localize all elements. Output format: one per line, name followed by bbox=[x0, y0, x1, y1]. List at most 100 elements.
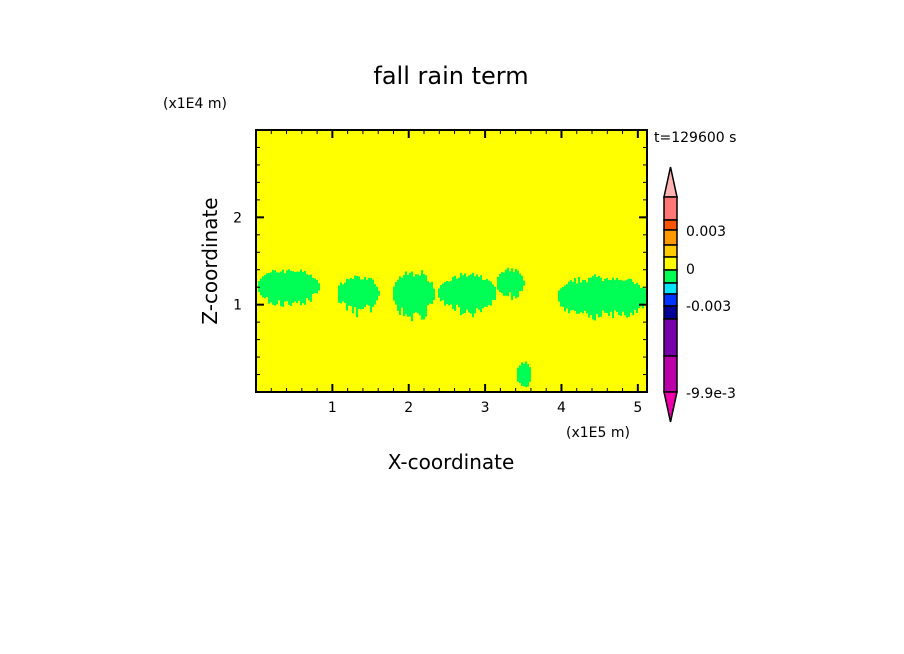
region-column bbox=[310, 274, 312, 302]
region-column bbox=[350, 277, 352, 307]
region-column bbox=[574, 278, 576, 311]
region-column bbox=[262, 276, 264, 298]
region-column bbox=[266, 273, 268, 298]
region-column bbox=[270, 272, 272, 303]
region-column bbox=[276, 272, 278, 305]
region-column bbox=[466, 276, 468, 310]
region-column bbox=[308, 275, 310, 301]
region-column bbox=[374, 284, 376, 305]
region-column bbox=[509, 271, 511, 293]
region-column bbox=[403, 275, 405, 317]
region-column bbox=[614, 280, 616, 311]
colorbar-level bbox=[663, 269, 678, 284]
colorbar-tick-label: 0 bbox=[686, 262, 695, 278]
colorbar-over-triangle bbox=[663, 166, 678, 198]
region-column bbox=[415, 274, 417, 313]
region-column bbox=[490, 281, 492, 306]
region-column bbox=[616, 277, 618, 312]
region-column bbox=[634, 284, 636, 310]
region-column bbox=[300, 269, 302, 306]
region-column bbox=[346, 278, 348, 311]
region-3 bbox=[438, 272, 496, 318]
region-column bbox=[620, 279, 622, 316]
region-column bbox=[492, 284, 494, 300]
region-column bbox=[429, 282, 431, 304]
region-column bbox=[368, 277, 370, 306]
region-column bbox=[592, 275, 594, 320]
region-column bbox=[507, 267, 509, 297]
colorbar-tick-label: 0.003 bbox=[686, 224, 726, 240]
region-column bbox=[298, 271, 300, 301]
region-column bbox=[464, 273, 466, 314]
colorbar-tick-label: -0.003 bbox=[686, 299, 731, 315]
region-column bbox=[517, 270, 519, 298]
region-column bbox=[294, 272, 296, 302]
region-column bbox=[562, 287, 564, 307]
region-column bbox=[476, 274, 478, 309]
region-column bbox=[564, 285, 566, 312]
region-column bbox=[484, 279, 486, 307]
y-axis-label: Z-coordinate bbox=[198, 197, 222, 324]
x-tick-label: 1 bbox=[328, 400, 337, 416]
region-column bbox=[497, 277, 499, 290]
region-column bbox=[296, 271, 298, 303]
region-column bbox=[348, 279, 350, 306]
region-column bbox=[274, 270, 276, 306]
region-column bbox=[282, 269, 284, 307]
region-column bbox=[427, 281, 429, 306]
axis-ticks: 1 2 3 4 5 1 2 bbox=[233, 130, 647, 416]
region-column bbox=[482, 280, 484, 309]
region-column bbox=[419, 275, 421, 316]
region-column bbox=[446, 280, 448, 305]
region-column bbox=[292, 271, 294, 303]
region-column bbox=[316, 279, 318, 294]
region-column bbox=[280, 271, 282, 307]
region-column bbox=[284, 273, 286, 302]
colorbar-level bbox=[663, 318, 678, 357]
region-column bbox=[610, 280, 612, 312]
region-column bbox=[340, 282, 342, 304]
region-column bbox=[628, 278, 630, 317]
region-column bbox=[576, 283, 578, 314]
y-tick-label: 2 bbox=[233, 210, 242, 226]
colorbar-level bbox=[663, 244, 678, 258]
region-column bbox=[431, 281, 433, 304]
region-5 bbox=[558, 274, 648, 321]
plot-area bbox=[255, 129, 648, 393]
region-column bbox=[570, 280, 572, 311]
region-column bbox=[393, 286, 395, 301]
region-column bbox=[501, 272, 503, 294]
region-column bbox=[440, 285, 442, 302]
x-tick-label: 5 bbox=[633, 400, 642, 416]
field-background bbox=[256, 130, 647, 392]
region-column bbox=[366, 279, 368, 305]
colorbar-under-triangle bbox=[663, 391, 678, 423]
region-column bbox=[517, 367, 519, 382]
region-column bbox=[413, 276, 415, 314]
region-column bbox=[606, 277, 608, 313]
region-column bbox=[596, 276, 598, 314]
region-column bbox=[622, 280, 624, 312]
time-label: t=129600 s bbox=[654, 130, 736, 146]
x-unit-label: (x1E5 m) bbox=[566, 425, 630, 441]
region-column bbox=[511, 268, 513, 301]
region-column bbox=[378, 290, 380, 296]
region-column bbox=[488, 280, 490, 305]
region-column bbox=[370, 278, 372, 313]
region-column bbox=[264, 274, 266, 299]
region-column bbox=[523, 363, 525, 387]
region-column bbox=[288, 269, 290, 305]
region-column bbox=[372, 279, 374, 307]
x-axis-label: X-coordinate bbox=[388, 450, 515, 474]
region-column bbox=[302, 272, 304, 304]
region-column bbox=[513, 272, 515, 296]
region-column bbox=[364, 277, 366, 307]
region-column bbox=[644, 288, 646, 304]
region-column bbox=[399, 276, 401, 316]
region-column bbox=[494, 286, 496, 301]
region-column bbox=[582, 280, 584, 314]
region-column bbox=[312, 277, 314, 294]
region-column bbox=[608, 280, 610, 316]
region-column bbox=[515, 268, 517, 299]
region-column bbox=[454, 275, 456, 311]
